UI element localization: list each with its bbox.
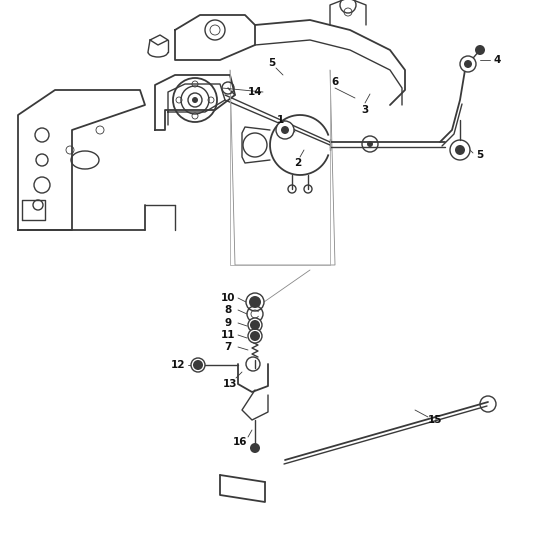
Text: 5: 5 bbox=[268, 58, 276, 68]
Text: 14: 14 bbox=[248, 87, 262, 97]
Circle shape bbox=[248, 329, 262, 343]
Text: 3: 3 bbox=[361, 105, 368, 115]
Text: 9: 9 bbox=[225, 318, 232, 328]
Circle shape bbox=[250, 443, 260, 453]
Text: 1: 1 bbox=[277, 115, 283, 125]
Circle shape bbox=[475, 45, 485, 55]
Circle shape bbox=[250, 320, 260, 330]
Circle shape bbox=[191, 358, 205, 372]
Text: 2: 2 bbox=[295, 158, 302, 168]
Text: 5: 5 bbox=[477, 150, 484, 160]
Text: 13: 13 bbox=[223, 379, 237, 389]
Circle shape bbox=[464, 60, 472, 68]
Circle shape bbox=[192, 97, 198, 103]
Text: 11: 11 bbox=[221, 330, 235, 340]
Text: 15: 15 bbox=[428, 415, 442, 425]
Text: 4: 4 bbox=[493, 55, 501, 65]
Text: 7: 7 bbox=[225, 342, 232, 352]
Circle shape bbox=[193, 360, 203, 370]
Circle shape bbox=[276, 121, 294, 139]
Circle shape bbox=[246, 293, 264, 311]
Text: 10: 10 bbox=[221, 293, 235, 303]
Text: 12: 12 bbox=[171, 360, 185, 370]
Circle shape bbox=[249, 296, 261, 308]
Circle shape bbox=[367, 141, 373, 147]
Text: 16: 16 bbox=[233, 437, 248, 447]
Circle shape bbox=[455, 145, 465, 155]
Circle shape bbox=[248, 318, 262, 332]
Text: 6: 6 bbox=[332, 77, 339, 87]
Circle shape bbox=[250, 331, 260, 341]
Circle shape bbox=[281, 126, 289, 134]
Circle shape bbox=[460, 56, 476, 72]
Text: 8: 8 bbox=[225, 305, 232, 315]
